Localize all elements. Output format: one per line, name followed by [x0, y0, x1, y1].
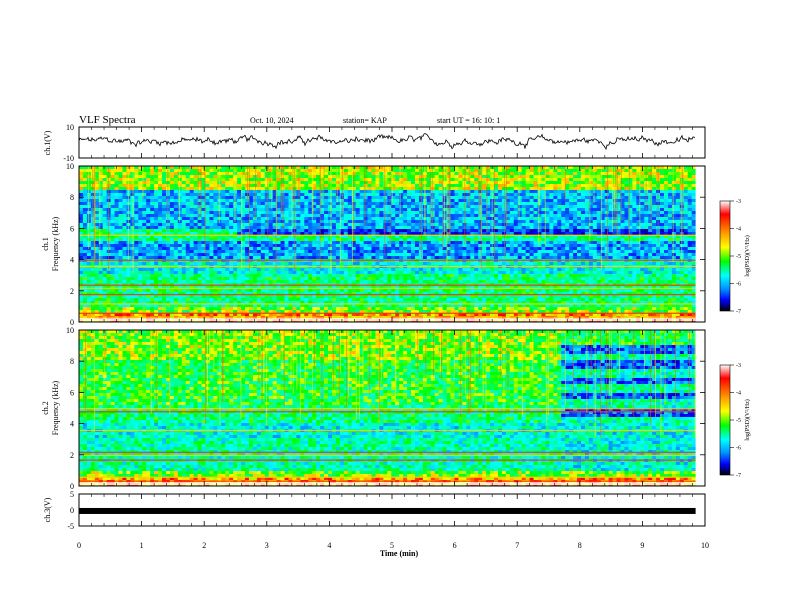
ytick-label: 6 [70, 388, 74, 397]
ch3-ylabel: ch.3(V) [43, 497, 52, 522]
xtick-label: 10 [701, 541, 709, 550]
ch2-spectrogram-yticks: 0 2 4 6 8 10 [66, 326, 705, 491]
ch1-ytick-top: 10 [66, 123, 74, 132]
xtick-label: 3 [265, 541, 269, 550]
colorbar-tick-label: -7 [736, 473, 741, 479]
x-axis-label: Time (min) [380, 549, 419, 558]
ytick-label: 8 [70, 357, 74, 366]
ch2-colorbar: -3 -4 -5 -6 -7 log(PSD)(V²/Hz) [719, 363, 751, 479]
ch1-ylabel: ch.1(V) [43, 130, 52, 155]
station-label: station= KAP [343, 116, 387, 125]
xtick-label: 4 [327, 541, 331, 550]
ch2-ylabel-channel: ch.2 [41, 401, 50, 415]
ytick-label: 6 [70, 224, 74, 233]
date-label: Oct. 10, 2024 [250, 116, 294, 125]
ytick-label: 4 [70, 256, 74, 265]
ch3-ytick-5: 5 [70, 490, 74, 499]
figure-title: VLF Spectra [79, 114, 136, 126]
ch2-spectrogram-image [79, 330, 705, 487]
ch1-colorbar-label: log(PSD)(V²/Hz) [744, 235, 751, 276]
colorbar-tick-label: -4 [736, 227, 741, 233]
xtick-label: 8 [578, 541, 582, 550]
xtick-label: 5 [390, 541, 394, 550]
ch1-colorbar: -3 -4 -5 -6 -7 log(PSD)(V²/Hz) [719, 199, 751, 315]
ytick-label: 0 [70, 482, 74, 491]
colorbar-tick-label: -5 [736, 254, 741, 260]
ch1-ytick-bottom: -10 [63, 154, 74, 163]
colorbar-tick-label: -6 [736, 282, 741, 288]
start-time-label: start UT = 16: 10: 1 [437, 116, 500, 125]
x-axis-tick-labels: 0 1 2 3 4 5 6 7 8 9 10 [77, 541, 709, 550]
ch2-colorbar-ticks: -3 -4 -5 -6 -7 [730, 363, 741, 479]
ch1-waveform-panel: 10 -10 ch.1(V) [43, 123, 706, 163]
ch1-ylabel-frequency: Frequency (kHz) [51, 216, 60, 271]
ytick-label: 2 [70, 287, 74, 296]
xtick-label: 2 [202, 541, 206, 550]
ch1-colorbar-ticks: -3 -4 -5 -6 -7 [730, 199, 741, 315]
ytick-label: 10 [66, 162, 74, 171]
xtick-label: 7 [515, 541, 519, 550]
ch1-spectrogram-panel: 0 2 4 6 8 10 ch.1 Frequency (kHz) [41, 162, 706, 327]
ch1-spectrogram-yticks: 0 2 4 6 8 10 [66, 162, 705, 327]
ch2-ylabel-frequency: Frequency (kHz) [51, 380, 60, 435]
ch2-spectrogram-panel: 0 2 4 6 8 10 ch.2 Frequency (kHz) [41, 326, 706, 491]
colorbar-tick-label: -4 [736, 391, 741, 397]
xtick-label: 9 [640, 541, 644, 550]
ch3-ytick-neg5: -5 [67, 522, 74, 531]
ytick-label: 2 [70, 451, 74, 460]
ch3-waveform-panel: 5 0 -5 ch.3(V) [43, 490, 706, 531]
ch1-ylabel-channel: ch.1 [41, 237, 50, 251]
ch1-spectrogram-image [79, 166, 705, 323]
ch3-waveform-line [79, 507, 696, 514]
ch1-waveform-line [78, 133, 696, 151]
ytick-label: 4 [70, 420, 74, 429]
xtick-label: 6 [453, 541, 457, 550]
colorbar-tick-label: -3 [736, 199, 741, 205]
ytick-label: 8 [70, 193, 74, 202]
colorbar-tick-label: -5 [736, 418, 741, 424]
x-axis-ticks [78, 127, 706, 526]
colorbar-tick-label: -3 [736, 363, 741, 369]
xtick-label: 1 [140, 541, 144, 550]
colorbar-tick-label: -6 [736, 446, 741, 452]
ytick-label: 0 [70, 318, 74, 327]
ytick-label: 10 [66, 326, 74, 335]
xtick-label: 0 [77, 541, 81, 550]
ch2-colorbar-label: log(PSD)(V²/Hz) [744, 399, 751, 440]
ch3-ytick-0: 0 [70, 506, 74, 515]
colorbar-tick-label: -7 [736, 309, 741, 315]
